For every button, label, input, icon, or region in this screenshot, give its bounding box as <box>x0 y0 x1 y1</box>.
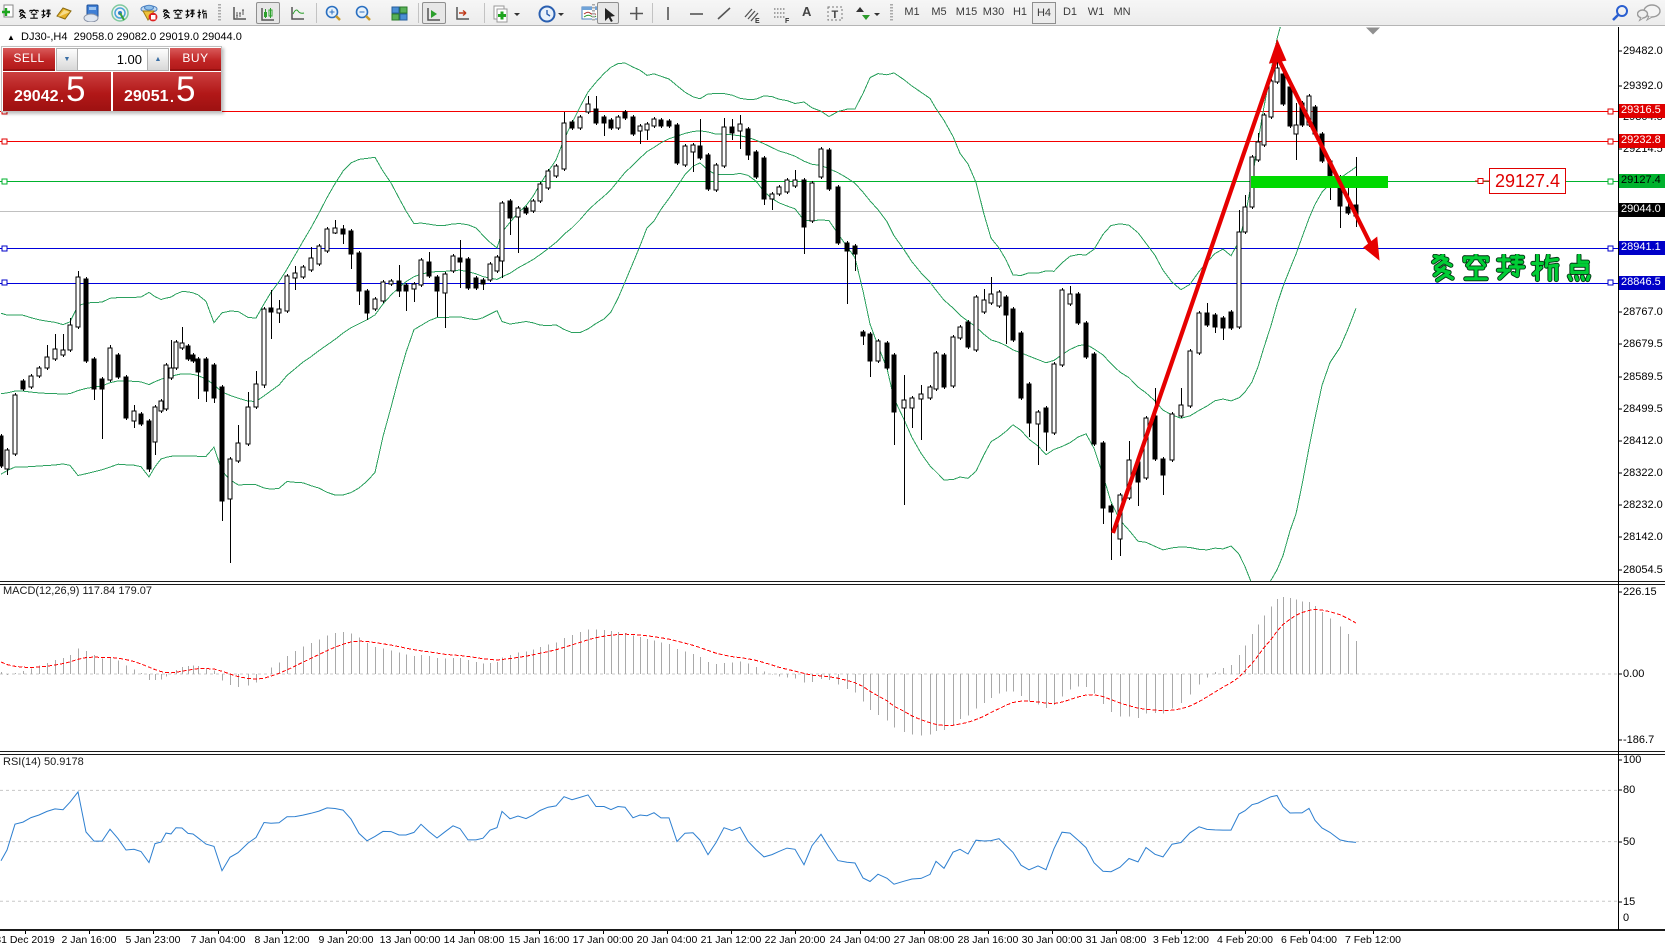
svg-text:T: T <box>832 9 839 21</box>
svg-text:E: E <box>755 18 760 24</box>
svg-text:F: F <box>785 18 790 24</box>
